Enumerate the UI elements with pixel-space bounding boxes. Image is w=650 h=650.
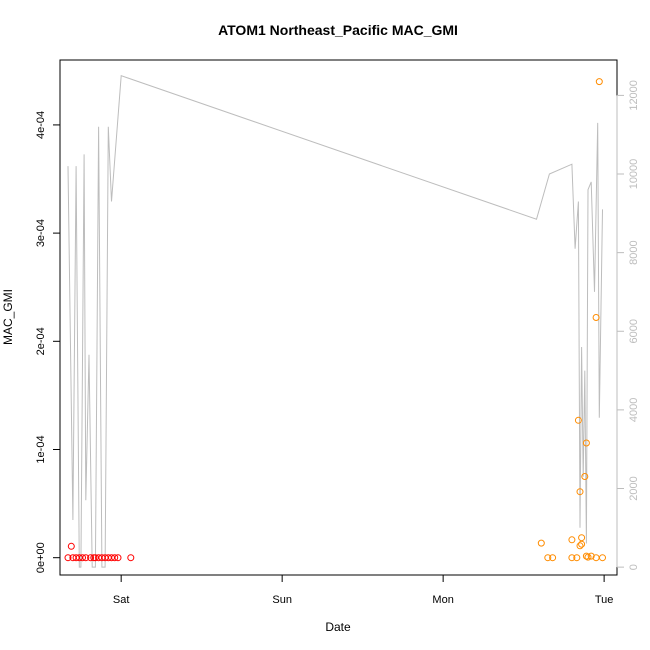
data-point-series-1 <box>82 554 90 562</box>
y-left-tick-label: 2e-04 <box>35 327 47 355</box>
plot-frame <box>59 59 618 576</box>
y-right-tick-label: 2000 <box>628 476 640 500</box>
data-point-series-2 <box>578 534 586 542</box>
data-point-series-1 <box>87 554 95 562</box>
data-point-series-2 <box>587 552 595 560</box>
data-point-series-2 <box>544 554 552 562</box>
data-point-series-1 <box>127 554 135 562</box>
x-tick-label: Sat <box>113 594 130 606</box>
y-left-tick-label: 4e-04 <box>35 111 47 139</box>
y-right-tick-label: 6000 <box>628 319 640 343</box>
y-right-tick-label: 0 <box>628 564 640 570</box>
y-left-tick-label: 0e+00 <box>35 542 47 573</box>
chart-title: ATOM1 Northeast_Pacific MAC_GMI <box>218 22 458 38</box>
data-point-series-2 <box>599 554 606 562</box>
data-point-series-2 <box>576 488 584 496</box>
y-right-tick-label: 10000 <box>628 159 640 190</box>
data-point-series-2 <box>574 416 582 424</box>
data-point-series-1 <box>79 554 86 562</box>
data-point-series-2 <box>582 552 590 560</box>
y-right-tick-label: 8000 <box>628 240 640 264</box>
data-point-series-1 <box>114 554 122 562</box>
data-point-series-2 <box>568 554 576 562</box>
data-point-series-2 <box>573 554 581 562</box>
data-point-series-2 <box>581 473 589 480</box>
y-right-tick-label: 4000 <box>628 398 640 422</box>
data-point-series-2 <box>584 553 592 561</box>
data-point-series-2 <box>578 540 586 548</box>
y-left-tick-label: 1e-04 <box>35 435 47 463</box>
x-axis: Sat Sun Mon Tue <box>113 574 614 606</box>
y-axis-label: MAC_GMI <box>1 289 15 345</box>
data-point-series-1 <box>111 554 119 562</box>
x-tick-label: Tue <box>595 594 614 606</box>
data-point-series-1 <box>64 554 72 562</box>
data-point-series-1 <box>67 542 75 550</box>
data-point-series-2 <box>549 554 557 562</box>
x-tick-label: Sun <box>272 594 292 606</box>
data-point-series-2 <box>537 539 545 547</box>
y-left-tick-label: 3e-04 <box>35 219 47 247</box>
y-axis-right: 0 2000 4000 6000 8000 10000 12000 <box>616 80 640 570</box>
x-tick-label: Mon <box>432 594 453 606</box>
y-axis-left: 0e+00 1e-04 2e-04 3e-04 4e-04 <box>35 111 61 573</box>
series-line <box>67 75 603 568</box>
data-point-series-2 <box>582 439 590 447</box>
y-right-tick-label: 12000 <box>628 80 640 111</box>
x-axis-label: Date <box>325 620 351 634</box>
points-layer <box>64 78 606 562</box>
right-axis-line-series <box>67 75 603 568</box>
data-point-series-2 <box>568 536 576 544</box>
data-point-series-2 <box>595 78 603 86</box>
data-point-series-2 <box>576 542 584 550</box>
data-point-series-2 <box>592 314 600 321</box>
